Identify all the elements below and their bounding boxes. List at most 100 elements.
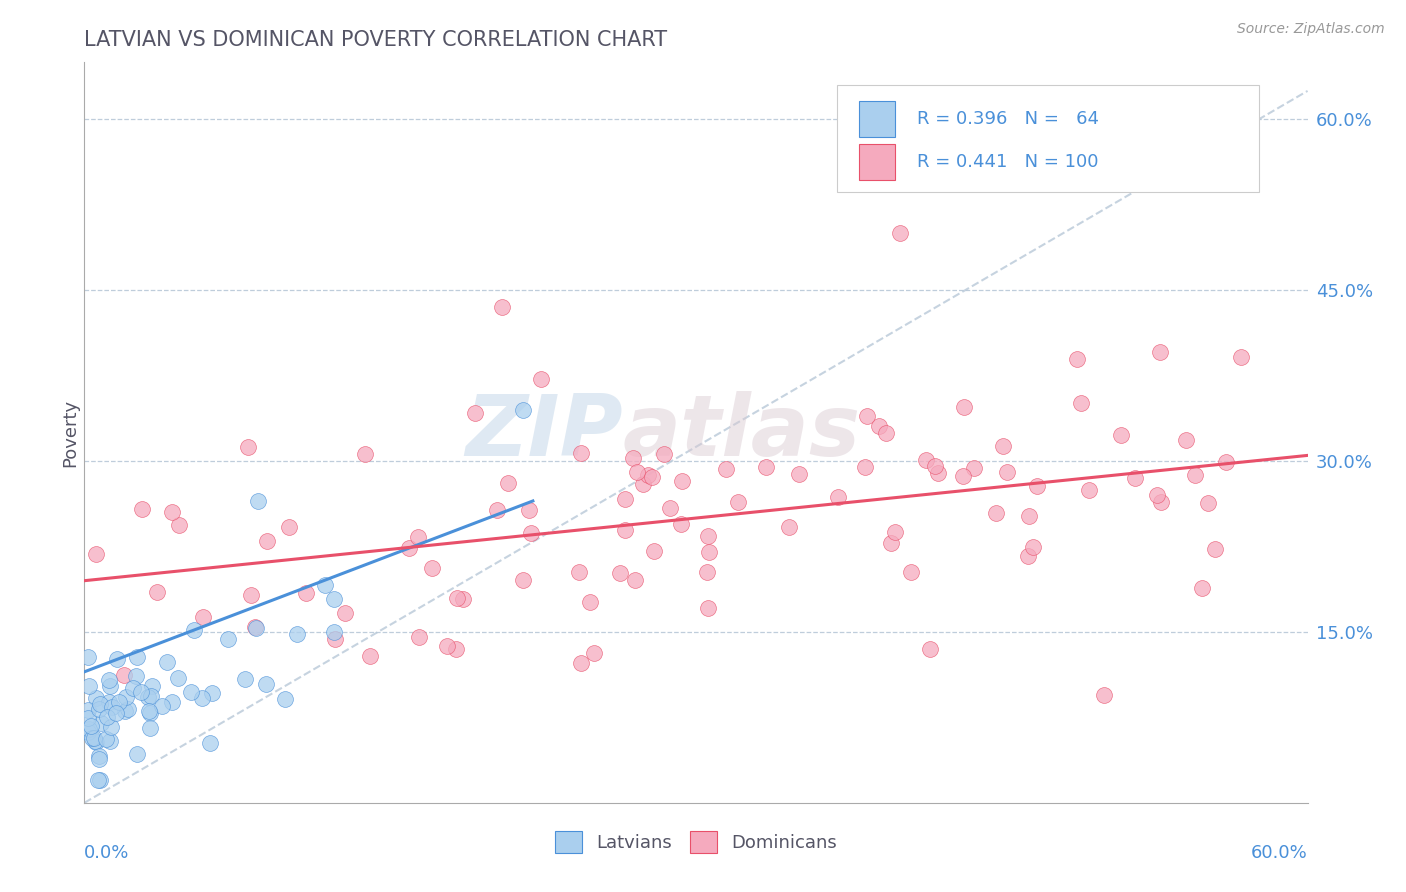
Point	[131, 502, 153, 516]
Point	[491, 301, 513, 315]
Point	[160, 695, 183, 709]
Point	[623, 573, 645, 587]
Point	[105, 651, 128, 665]
Point	[643, 544, 665, 558]
Point	[180, 685, 202, 699]
Point	[1146, 487, 1168, 501]
Point	[239, 588, 262, 602]
Point	[167, 517, 190, 532]
Point	[1078, 483, 1101, 497]
Point	[100, 720, 122, 734]
Point	[984, 506, 1007, 520]
Point	[86, 735, 108, 749]
Point	[1150, 494, 1173, 508]
Point	[322, 625, 344, 640]
Point	[1197, 496, 1219, 510]
Point	[963, 461, 986, 475]
Point	[855, 409, 877, 424]
Point	[112, 668, 135, 682]
Point	[1215, 455, 1237, 469]
Point	[139, 721, 162, 735]
Point	[1025, 479, 1047, 493]
Point	[114, 704, 136, 718]
Point	[1230, 350, 1253, 364]
Point	[201, 686, 224, 700]
Point	[436, 639, 458, 653]
Point	[323, 591, 346, 606]
Point	[614, 523, 637, 537]
Point	[277, 520, 299, 534]
Point	[520, 526, 543, 541]
Point	[77, 724, 100, 739]
Text: ZIP: ZIP	[465, 391, 623, 475]
Point	[669, 517, 692, 532]
Point	[156, 655, 179, 669]
Point	[87, 702, 110, 716]
Point	[87, 748, 110, 763]
Point	[613, 492, 636, 507]
Text: atlas: atlas	[623, 391, 860, 475]
FancyBboxPatch shape	[837, 85, 1258, 192]
Point	[90, 716, 112, 731]
Point	[578, 595, 600, 609]
Point	[714, 461, 737, 475]
Point	[141, 679, 163, 693]
Text: 0.0%: 0.0%	[84, 844, 129, 862]
Point	[696, 565, 718, 579]
Point	[80, 719, 103, 733]
Point	[583, 646, 606, 660]
Point	[880, 536, 903, 550]
Point	[778, 520, 800, 534]
Point	[568, 565, 591, 579]
Point	[217, 632, 239, 647]
Point	[569, 656, 592, 670]
Point	[727, 495, 749, 509]
Point	[1204, 541, 1226, 556]
Point	[1022, 540, 1045, 554]
Text: LATVIAN VS DOMINICAN POVERTY CORRELATION CHART: LATVIAN VS DOMINICAN POVERTY CORRELATION…	[84, 29, 668, 50]
Point	[160, 505, 183, 519]
Point	[451, 592, 474, 607]
Point	[853, 459, 876, 474]
Legend: Latvians, Dominicans: Latvians, Dominicans	[547, 824, 845, 861]
Point	[1066, 351, 1088, 366]
Point	[1017, 549, 1039, 564]
Point	[446, 641, 468, 656]
Point	[333, 606, 356, 620]
Point	[486, 503, 509, 517]
Point	[183, 623, 205, 637]
Point	[200, 736, 222, 750]
Point	[884, 525, 907, 540]
Text: R = 0.396   N =   64: R = 0.396 N = 64	[917, 110, 1099, 128]
Point	[89, 697, 111, 711]
Point	[408, 630, 430, 644]
Point	[827, 490, 849, 504]
Point	[671, 475, 693, 489]
Point	[609, 566, 631, 580]
Point	[138, 690, 160, 704]
Point	[84, 734, 107, 748]
Point	[626, 465, 648, 479]
Point	[995, 465, 1018, 479]
Point	[314, 578, 336, 592]
Point	[98, 695, 121, 709]
Point	[697, 545, 720, 559]
Point	[953, 401, 976, 415]
Point	[498, 476, 520, 491]
Point	[641, 469, 664, 483]
Point	[86, 690, 108, 705]
Point	[114, 690, 136, 704]
Point	[167, 671, 190, 685]
Point	[77, 711, 100, 725]
Y-axis label: Poverty: Poverty	[62, 399, 80, 467]
Point	[406, 530, 429, 544]
FancyBboxPatch shape	[859, 145, 896, 179]
Point	[146, 585, 169, 599]
Point	[920, 642, 942, 657]
Point	[94, 732, 117, 747]
Point	[512, 402, 534, 417]
Point	[924, 459, 946, 474]
Point	[273, 691, 295, 706]
Point	[245, 621, 267, 635]
Point	[637, 467, 659, 482]
